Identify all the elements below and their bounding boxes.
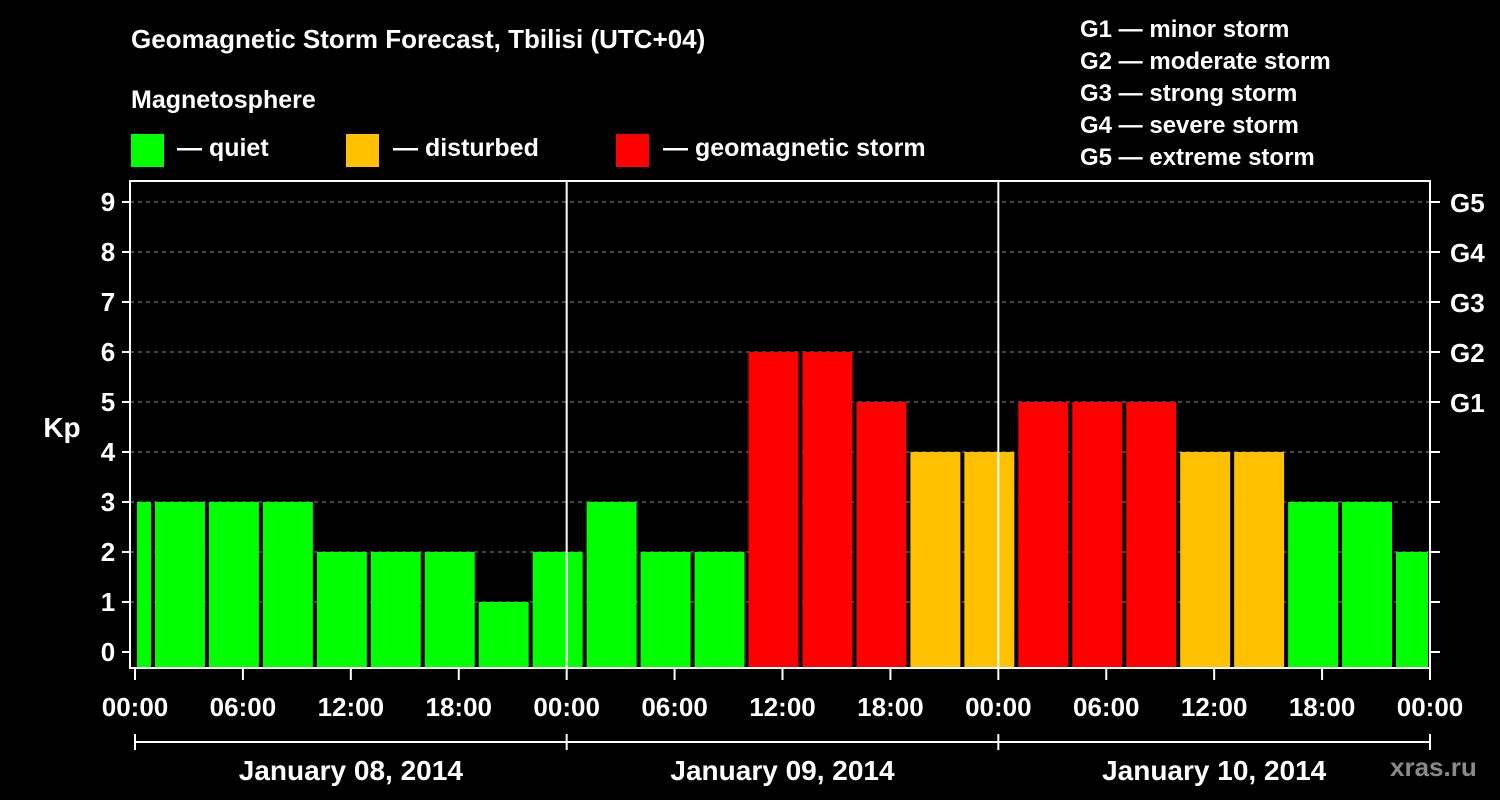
- kp-bar: [964, 452, 1015, 668]
- kp-bar: [478, 602, 529, 668]
- y-tick-label: 3: [101, 487, 115, 517]
- x-tick-label: 18:00: [857, 692, 924, 722]
- kp-bar: [856, 402, 907, 668]
- plot-frame: [129, 180, 1431, 669]
- legend-label-disturbed: — disturbed: [393, 134, 539, 162]
- chart-title: Geomagnetic Storm Forecast, Tbilisi (UTC…: [131, 24, 706, 54]
- kp-bar: [1342, 502, 1393, 668]
- x-tick-label: 12:00: [318, 692, 385, 722]
- legend-swatch-disturbed: [346, 134, 379, 167]
- kp-bar: [802, 352, 853, 668]
- y-tick-label: 9: [101, 187, 115, 217]
- x-tick-label: 00:00: [965, 692, 1032, 722]
- y-tick-label: 2: [101, 537, 115, 567]
- y-axis-label: Kp: [43, 412, 80, 443]
- kp-bar: [586, 502, 637, 668]
- x-tick-label: 06:00: [210, 692, 277, 722]
- g-scale-g4: G4 — severe storm: [1080, 112, 1299, 139]
- g-scale-g1: G1 — minor storm: [1080, 16, 1290, 43]
- kp-bar: [1396, 552, 1428, 668]
- kp-bar: [137, 502, 151, 668]
- kp-bar: [694, 552, 745, 668]
- g-scale-g5: G5 — extreme storm: [1080, 144, 1315, 171]
- legend-label-storm: — geomagnetic storm: [663, 134, 926, 162]
- day-label: January 09, 2014: [670, 755, 895, 786]
- day-label: January 10, 2014: [1102, 755, 1327, 786]
- day-dividers: [565, 181, 1000, 668]
- kp-bar: [748, 352, 799, 668]
- x-tick-label: 06:00: [1073, 692, 1140, 722]
- kp-bar: [262, 502, 313, 668]
- kp-bar: [208, 502, 259, 668]
- kp-bar: [532, 552, 583, 668]
- y-tick-label: 5: [101, 387, 115, 417]
- kp-bars: [137, 352, 1428, 668]
- kp-bar: [1234, 452, 1285, 668]
- magnetosphere-label: Magnetosphere: [131, 86, 316, 114]
- kp-bar: [370, 552, 421, 668]
- day-label: January 08, 2014: [239, 755, 464, 786]
- x-tick-label: 12:00: [749, 692, 816, 722]
- x-tick-label: 18:00: [1289, 692, 1356, 722]
- x-tick-label: 18:00: [426, 692, 493, 722]
- kp-bar: [1288, 502, 1339, 668]
- x-tick-label: 00:00: [102, 692, 169, 722]
- legend-swatch-storm: [616, 134, 649, 167]
- g-scale-g2: G2 — moderate storm: [1080, 48, 1331, 75]
- x-tick-label: 00:00: [1397, 692, 1464, 722]
- x-tick-label: 06:00: [641, 692, 708, 722]
- credit: xras.ru: [1390, 752, 1477, 782]
- kp-bar: [154, 502, 205, 668]
- y-tick-label: 1: [101, 587, 115, 617]
- kp-bar: [1018, 402, 1069, 668]
- x-tick-label: 12:00: [1181, 692, 1248, 722]
- x-axis: 00:00 06:00 12:00 18:00 00:00 06:00 12:00 18:00…: [102, 668, 1464, 786]
- g-tick-label: G3: [1450, 288, 1485, 318]
- g-tick-label: G2: [1450, 338, 1485, 368]
- g-tick-label: G4: [1450, 238, 1485, 268]
- y-tick-label: 6: [101, 337, 115, 367]
- g-tick-label: G5: [1450, 188, 1485, 218]
- y-tick-label: 7: [101, 287, 115, 317]
- g-scale-g3: G3 — strong storm: [1080, 80, 1298, 107]
- legend-label-quiet: — quiet: [177, 134, 269, 162]
- kp-bar: [640, 552, 691, 668]
- y-tick-label: 8: [101, 237, 115, 267]
- g-tick-label: G1: [1450, 388, 1485, 418]
- y-axis: 0 1 2 3 4 5 6 7 8 9: [101, 187, 130, 667]
- kp-bar: [424, 552, 475, 668]
- y-tick-label: 0: [101, 637, 115, 667]
- kp-bar: [316, 552, 367, 668]
- legend-swatch-quiet: [131, 134, 164, 167]
- x-tick-label: 00:00: [533, 692, 600, 722]
- y-tick-label: 4: [101, 437, 116, 467]
- g-scale-axis: G1 G2 G3 G4 G5: [1430, 188, 1485, 653]
- kp-bar: [1126, 402, 1177, 668]
- kp-bar: [1180, 452, 1231, 668]
- kp-bar: [1072, 402, 1123, 668]
- kp-bar: [910, 452, 961, 668]
